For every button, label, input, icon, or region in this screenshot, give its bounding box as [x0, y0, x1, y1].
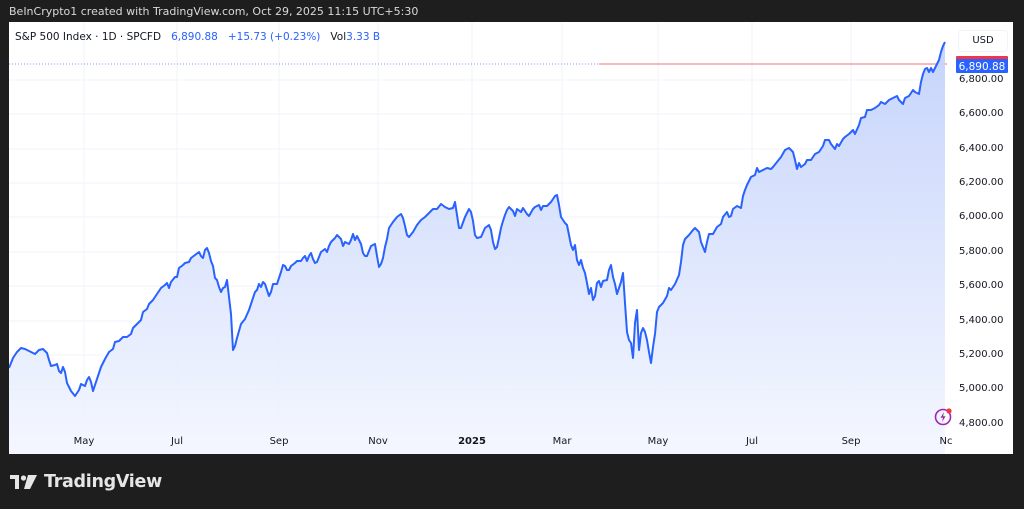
x-tick: Sep	[269, 436, 289, 447]
x-tick: Nov	[368, 436, 388, 447]
y-tick: 6,000.00	[959, 211, 1004, 222]
chart-caption: BeInCrypto1 created with TradingView.com…	[9, 5, 419, 18]
y-tick: 5,200.00	[959, 349, 1004, 360]
x-tick: Nc	[939, 436, 953, 447]
symbol-label: S&P 500 Index · 1D · SPCFD	[15, 31, 162, 43]
lightning-alert-icon[interactable]	[933, 407, 953, 427]
y-tick: 6,800.00	[959, 74, 1004, 85]
last-price: 6,890.88	[171, 31, 218, 43]
y-tick: 5,000.00	[959, 383, 1004, 394]
brand-name: TradingView	[44, 472, 162, 492]
price-line	[9, 41, 946, 397]
y-tick: 6,600.00	[959, 108, 1004, 119]
x-tick: Jul	[745, 436, 759, 447]
y-tick: 6,200.00	[959, 177, 1004, 188]
x-tick: May	[73, 436, 95, 447]
x-tick: Sep	[841, 436, 861, 447]
y-tick: 6,400.00	[959, 143, 1004, 154]
y-tick: 4,800.00	[959, 418, 1004, 429]
x-tick: Mar	[552, 436, 572, 447]
y-tick: 5,400.00	[959, 315, 1004, 326]
y-tick: 5,600.00	[959, 280, 1004, 291]
chart-legend: S&P 500 Index · 1D · SPCFD 6,890.88 +15.…	[15, 30, 380, 44]
x-tick: May	[647, 436, 669, 447]
x-tick-year: 2025	[458, 436, 486, 447]
tradingview-logo-icon	[10, 475, 37, 489]
currency-button[interactable]: USD	[958, 30, 1008, 52]
y-tick: 5,800.00	[959, 246, 1004, 257]
price-change: +15.73 (+0.23%)	[227, 31, 321, 43]
volume-value: 3.33 B	[346, 31, 381, 43]
chart-panel[interactable]: S&P 500 Index · 1D · SPCFD 6,890.88 +15.…	[9, 22, 1013, 454]
price-chart[interactable]	[9, 22, 1013, 454]
price-area	[9, 42, 945, 454]
x-tick: Jul	[170, 436, 184, 447]
volume-label: Vol	[330, 31, 347, 43]
last-price-tag: 6,890.88	[956, 56, 1008, 73]
tradingview-logo: TradingView	[10, 470, 162, 494]
